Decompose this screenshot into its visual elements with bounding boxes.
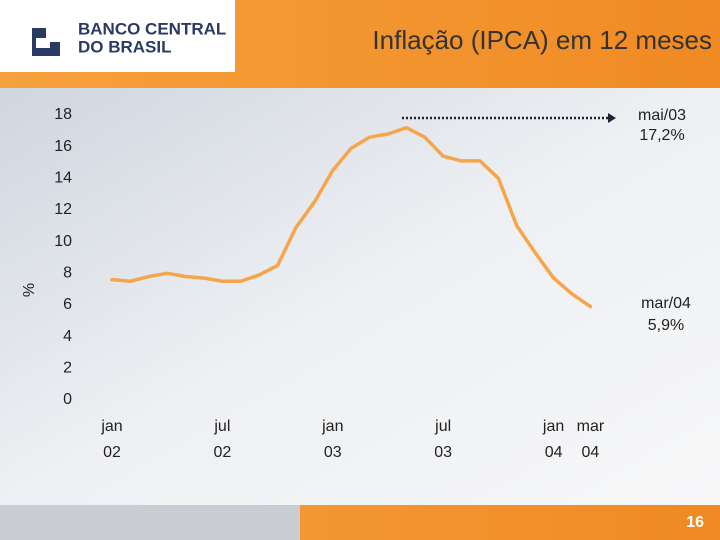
annotation: mar/04: [641, 295, 691, 312]
y-tick-label: 14: [54, 170, 72, 187]
logo-text: DO BRASIL: [78, 37, 172, 56]
y-tick-label: 2: [63, 360, 72, 377]
footer-gray: [0, 505, 300, 540]
y-tick-label: 6: [63, 296, 72, 313]
annotation: 17,2%: [639, 127, 684, 144]
y-tick-label: 0: [63, 391, 72, 408]
y-tick-label: 8: [63, 265, 72, 282]
x-tick-label: jan 03: [322, 418, 344, 461]
arrow-head: [608, 113, 616, 123]
logo-icon: [32, 28, 60, 56]
data-line: [110, 125, 593, 309]
background: [0, 85, 720, 505]
x-tick-label: jul 03: [434, 418, 453, 461]
y-tick-label: 4: [63, 328, 72, 345]
y-tick-label: 18: [54, 106, 72, 123]
y-tick-label: 12: [54, 201, 72, 218]
x-tick-label: jan 04: [542, 418, 565, 461]
y-axis-label: %: [21, 283, 38, 297]
annotation: 5,9%: [648, 317, 684, 334]
x-tick-label: jan 02: [101, 418, 123, 461]
x-tick-label: mar 04: [576, 418, 605, 461]
y-tick-label: 16: [54, 138, 72, 155]
annotation: mai/03: [638, 107, 686, 124]
logo-text: BANCO CENTRAL: [78, 19, 226, 38]
y-tick-label: 10: [54, 233, 72, 250]
x-tick-label: jul 02: [213, 418, 232, 461]
chart-title: Inflação (IPCA) em 12 meses: [372, 25, 712, 55]
page-number: 16: [686, 514, 704, 531]
